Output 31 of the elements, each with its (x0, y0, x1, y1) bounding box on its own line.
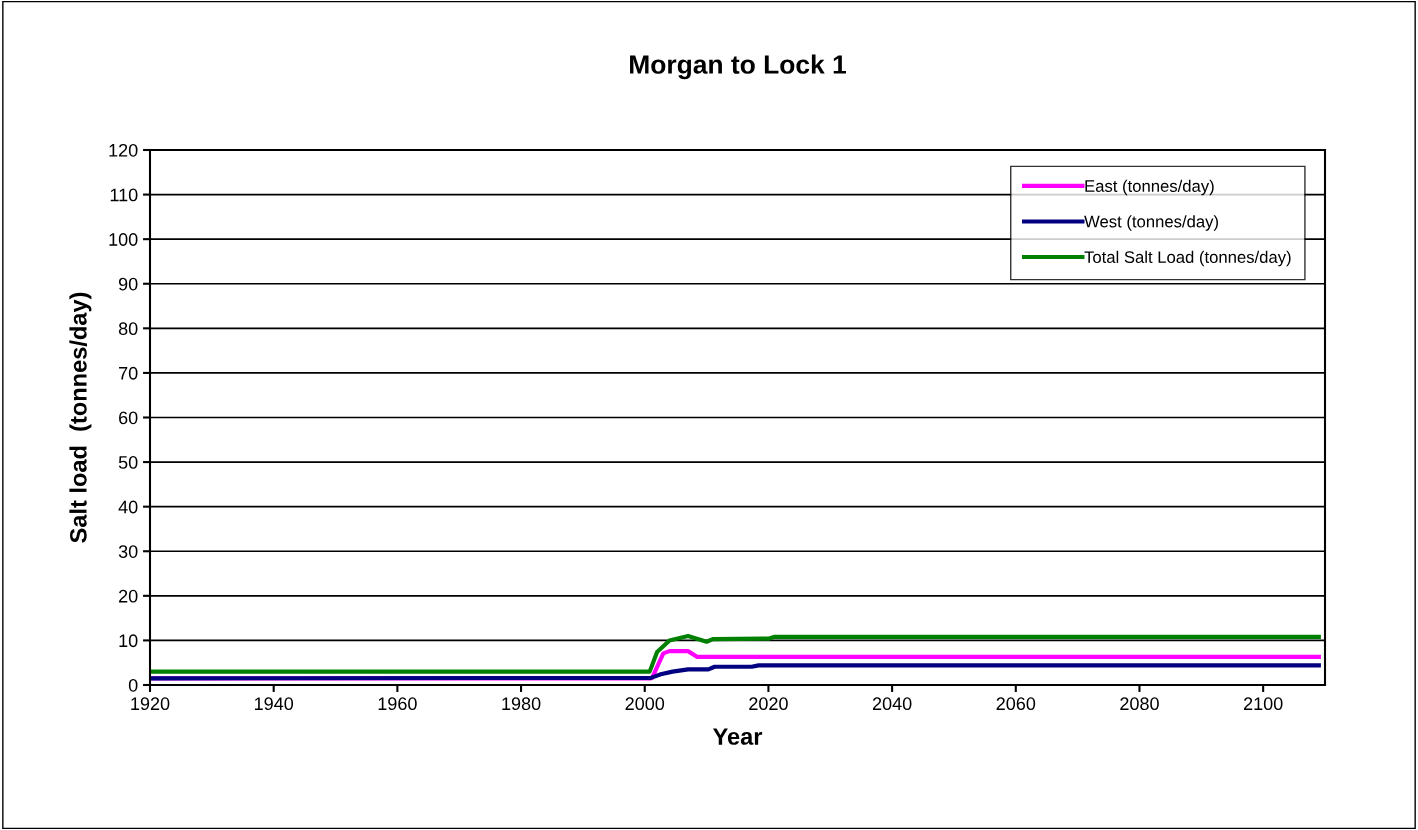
legend-label: East (tonnes/day) (1085, 179, 1214, 196)
y-tick-label: 0 (128, 678, 138, 692)
line-series (150, 633, 1321, 674)
y-tick-label: 70 (119, 366, 138, 380)
x-tick-label: 1960 (378, 697, 417, 711)
y-tick-label: 90 (118, 277, 138, 291)
x-axis-title: Year (712, 728, 763, 745)
x-tick-label: 1920 (131, 697, 170, 711)
y-tick-label: 20 (119, 589, 138, 603)
y-tick-label: 120 (109, 143, 138, 157)
y-tick-label: 80 (118, 322, 138, 336)
x-tick-label: 2020 (749, 697, 788, 711)
y-tick-label: 100 (109, 233, 138, 246)
y-axis-title: Salt load (tonnes/day) (69, 292, 92, 543)
x-tick-label: 2060 (996, 697, 1036, 711)
y-tick-label: 10 (119, 634, 138, 648)
chart-title: Morgan to Lock 1 (630, 54, 846, 80)
line-series (150, 663, 1321, 681)
y-tick-label: 60 (119, 411, 138, 425)
x-tick-label: 1940 (254, 697, 294, 711)
y-tick-label: 110 (110, 188, 138, 202)
x-tick-label: 2080 (1120, 697, 1159, 711)
x-tick-label: 2100 (1243, 697, 1283, 711)
x-tick-label: 1980 (502, 697, 541, 711)
y-tick-label: 40 (118, 500, 138, 514)
x-tick-label: 2000 (625, 697, 665, 711)
y-tick-label: 30 (118, 545, 138, 558)
legend-label: Total Salt Load (tonnes/day) (1084, 250, 1291, 267)
x-tick-label: 2040 (872, 697, 912, 711)
y-tick-label: 50 (118, 456, 138, 469)
legend-label: West (tonnes/day) (1084, 215, 1218, 231)
